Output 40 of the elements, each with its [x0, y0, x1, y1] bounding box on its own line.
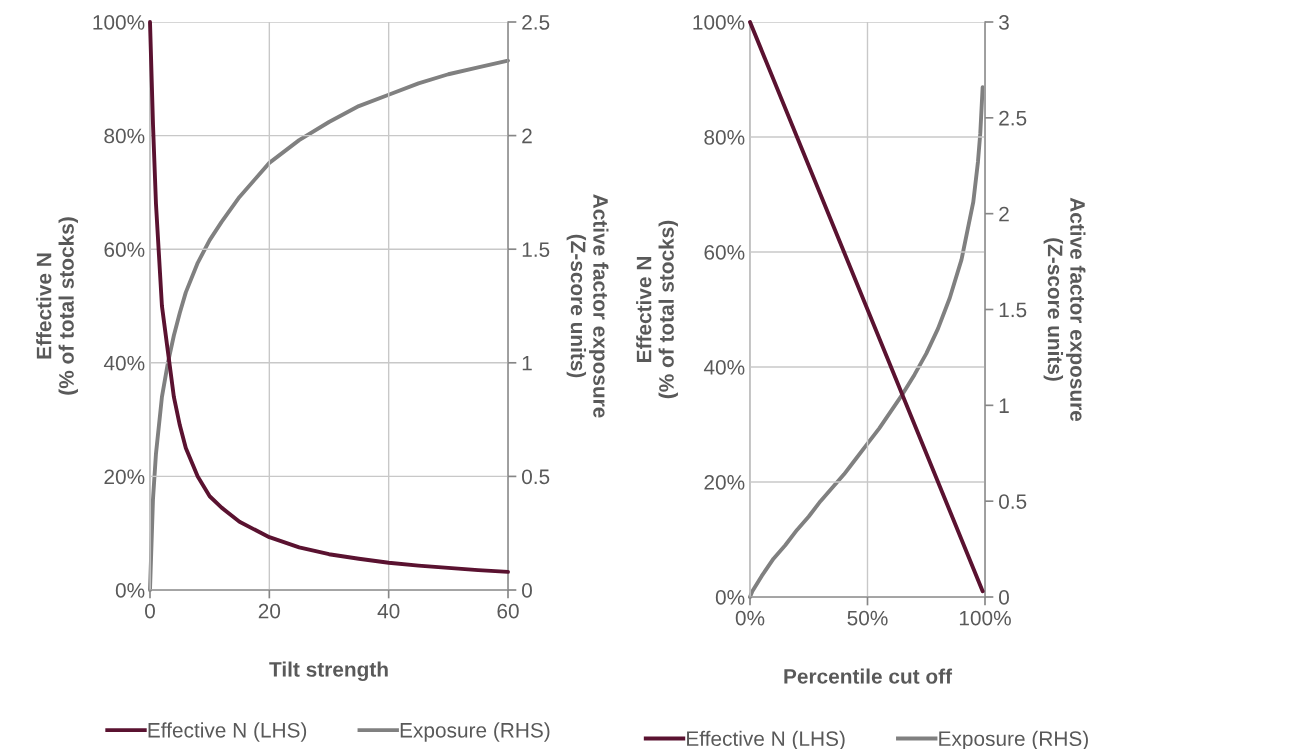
y-tick-label: 100%	[693, 15, 745, 30]
y-tick-label: 40%	[703, 360, 745, 375]
x-tick-label: 50%	[847, 610, 888, 626]
y-tick-label: 0%	[715, 590, 745, 605]
x-tick-label: 0	[145, 603, 155, 619]
y-tick-label: 60%	[704, 245, 745, 260]
y-tick-label: 40%	[103, 355, 145, 371]
x-tick-label: 100%	[959, 610, 1011, 626]
y-axis-title: Effective N (% of total stocks)	[36, 217, 78, 395]
y2-tick-label: 1.5	[999, 302, 1027, 318]
x-tick-label: 0%	[735, 610, 765, 626]
y2-tick-label: 1	[999, 398, 1009, 413]
x-tick-label: 20	[258, 603, 281, 619]
y2-axis-title: Active factor exposure (Z-score units)	[566, 194, 609, 418]
y-tick-label: 20%	[704, 475, 745, 490]
x-tick-label: 60	[497, 603, 519, 619]
legend-label: Effective N (LHS)	[148, 722, 307, 742]
y2-tick-label: 0.5	[522, 469, 550, 485]
y-tick-label: 100%	[93, 15, 145, 30]
y-tick-label: 0%	[115, 583, 145, 598]
y2-tick-label: 2.5	[522, 15, 550, 30]
y-tick-label: 80%	[104, 128, 145, 144]
y2-tick-label: 1.5	[522, 242, 550, 257]
y2-tick-label: 2	[999, 206, 1009, 222]
y-axis-title: Effective N (% of total stocks)	[636, 220, 678, 399]
x-tick-label: 40	[377, 603, 400, 619]
x-axis-title: Tilt strength	[269, 661, 388, 682]
y2-tick-label: 0.5	[999, 494, 1027, 509]
y-tick-label: 20%	[104, 469, 145, 485]
y2-tick-label: 3	[998, 15, 1009, 30]
y2-axis-title: Active factor exposure (Z-score units)	[1043, 197, 1086, 422]
y2-tick-label: 2	[522, 128, 532, 144]
y2-tick-label: 1	[522, 356, 532, 371]
x-axis-title: Percentile cut off	[784, 668, 953, 684]
y-tick-label: 60%	[104, 242, 145, 257]
y2-tick-label: 0	[522, 583, 532, 598]
legend-label: Exposure (RHS)	[400, 722, 550, 742]
y2-tick-label: 2.5	[999, 110, 1027, 126]
y-tick-label: 80%	[704, 130, 745, 145]
y2-tick-label: 0	[999, 590, 1009, 605]
